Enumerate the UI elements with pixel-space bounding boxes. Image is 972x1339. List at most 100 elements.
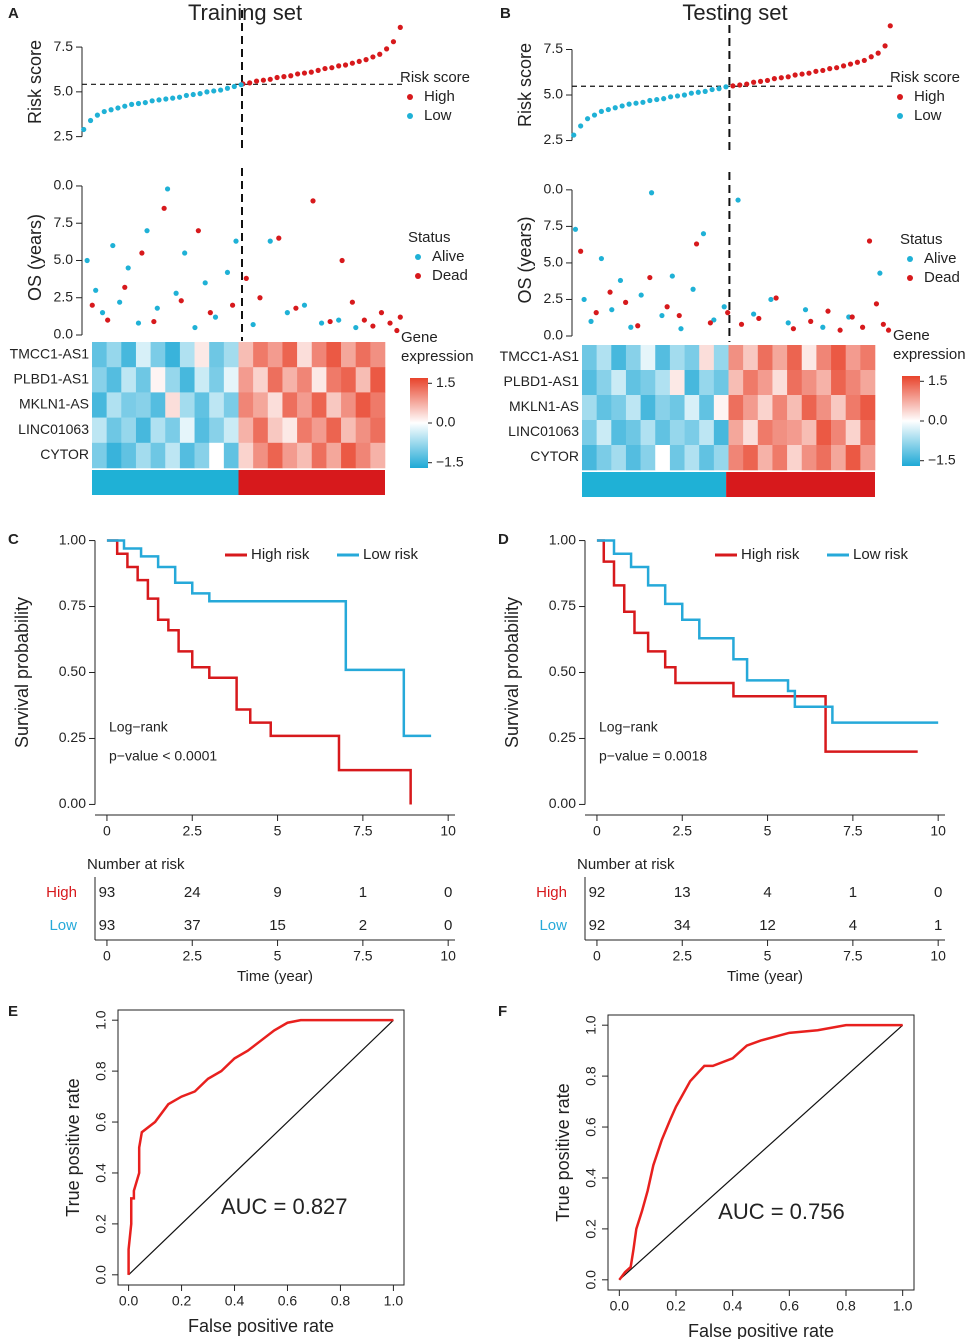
heat-cell bbox=[253, 442, 269, 469]
point bbox=[267, 76, 273, 82]
point bbox=[626, 101, 632, 107]
heat-cell bbox=[728, 420, 744, 446]
y-tick-label: 0.6 bbox=[93, 1112, 109, 1132]
panel-letter: E bbox=[8, 1003, 18, 1020]
point bbox=[799, 71, 805, 77]
heat-cell bbox=[238, 367, 254, 393]
reference-diagonal bbox=[618, 1024, 904, 1281]
heat-cell bbox=[787, 395, 803, 421]
point bbox=[101, 108, 107, 115]
heat-cell bbox=[772, 445, 788, 471]
y-tick-label: 1.0 bbox=[583, 1015, 599, 1035]
heat-cell bbox=[596, 395, 612, 421]
heat-cell bbox=[772, 420, 788, 446]
heat-cell bbox=[297, 342, 313, 368]
y-tick-label: 0.00 bbox=[59, 795, 86, 811]
point bbox=[849, 314, 855, 320]
risk-count: 93 bbox=[99, 917, 116, 934]
risk-count: 15 bbox=[269, 917, 286, 934]
point bbox=[877, 270, 883, 276]
point bbox=[161, 205, 167, 211]
heat-cell bbox=[728, 370, 744, 396]
point bbox=[609, 307, 615, 313]
heat-cell bbox=[757, 345, 773, 371]
heat-cell bbox=[238, 342, 254, 368]
point bbox=[122, 103, 128, 109]
heat-cell bbox=[816, 370, 832, 396]
heat-cell bbox=[355, 367, 371, 393]
annotation: p−value = 0.0018 bbox=[599, 748, 707, 764]
panel-letter: B bbox=[500, 5, 511, 22]
y-tick-label: 0.0 bbox=[544, 181, 564, 197]
heat-cell bbox=[860, 420, 876, 446]
reference-diagonal bbox=[128, 1019, 394, 1276]
point bbox=[336, 317, 342, 323]
point bbox=[875, 50, 881, 56]
point bbox=[593, 310, 599, 316]
point bbox=[202, 280, 208, 286]
point bbox=[737, 82, 743, 88]
heat-cell bbox=[831, 445, 846, 471]
heat-cell bbox=[92, 367, 107, 393]
risk-table-title: Number at risk bbox=[87, 856, 185, 873]
heat-cell bbox=[596, 370, 612, 396]
heat-cell bbox=[194, 342, 210, 368]
heat-cell bbox=[341, 392, 356, 418]
point bbox=[633, 100, 639, 106]
heat-cell bbox=[179, 367, 195, 393]
gene-label: CYTOR bbox=[530, 448, 579, 464]
point bbox=[751, 311, 757, 317]
point bbox=[378, 310, 385, 316]
risk-count: 1 bbox=[849, 884, 857, 901]
heat-cell bbox=[223, 342, 239, 368]
heat-cell bbox=[640, 395, 656, 421]
heat-cell bbox=[106, 367, 122, 393]
y-tick-label: 1.00 bbox=[59, 531, 86, 547]
point bbox=[617, 277, 624, 284]
chart-title: Training set bbox=[188, 0, 302, 25]
point bbox=[735, 197, 741, 203]
heat-cell bbox=[655, 345, 671, 371]
heat-cell bbox=[121, 417, 137, 444]
point bbox=[156, 97, 162, 103]
heat-cell bbox=[150, 342, 166, 368]
y-tick-label: 0.75 bbox=[549, 597, 576, 613]
point bbox=[654, 96, 660, 103]
point bbox=[866, 238, 873, 244]
heat-cell bbox=[326, 417, 342, 444]
heat-cell bbox=[728, 445, 744, 471]
point bbox=[250, 321, 256, 328]
y-tick-label: 2.5 bbox=[54, 127, 74, 143]
heat-cell bbox=[121, 392, 137, 418]
heat-cell bbox=[596, 420, 612, 446]
gene-label: PLBD1-AS1 bbox=[504, 373, 580, 389]
heat-cell bbox=[238, 417, 254, 444]
legend-title: Gene bbox=[893, 327, 930, 344]
heat-cell bbox=[209, 342, 225, 368]
legend-swatch bbox=[907, 256, 913, 262]
point bbox=[792, 72, 798, 78]
point bbox=[218, 87, 224, 93]
point bbox=[207, 310, 213, 316]
point bbox=[854, 59, 861, 65]
heat-cell bbox=[341, 342, 356, 368]
heat-cell bbox=[831, 370, 846, 396]
survival-curve bbox=[106, 539, 432, 738]
heat-cell bbox=[640, 445, 656, 471]
heat-cell bbox=[311, 442, 327, 469]
heat-cell bbox=[860, 345, 876, 371]
point bbox=[635, 323, 641, 329]
point bbox=[664, 304, 670, 310]
y-tick-label: 0.8 bbox=[93, 1061, 109, 1081]
risk-row-label: Low bbox=[539, 917, 567, 934]
y-tick-label: 5.0 bbox=[54, 83, 74, 99]
x-tick-label: 2.5 bbox=[673, 823, 693, 839]
heat-cell bbox=[370, 442, 386, 469]
legend-label: Low risk bbox=[853, 546, 909, 563]
heat-cell bbox=[150, 442, 166, 469]
point bbox=[711, 317, 717, 323]
heat-cell bbox=[743, 420, 759, 446]
heat-cell bbox=[743, 345, 759, 371]
survival-curve bbox=[596, 539, 939, 724]
